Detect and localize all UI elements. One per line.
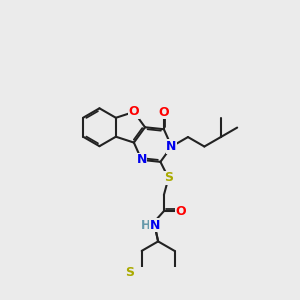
- Text: H: H: [141, 219, 151, 232]
- Text: N: N: [149, 219, 160, 232]
- Text: S: S: [125, 266, 134, 279]
- Text: O: O: [129, 105, 139, 119]
- Text: N: N: [136, 153, 147, 167]
- Text: O: O: [158, 106, 169, 119]
- Text: S: S: [164, 172, 173, 184]
- Text: O: O: [176, 205, 186, 218]
- Text: N: N: [167, 140, 177, 153]
